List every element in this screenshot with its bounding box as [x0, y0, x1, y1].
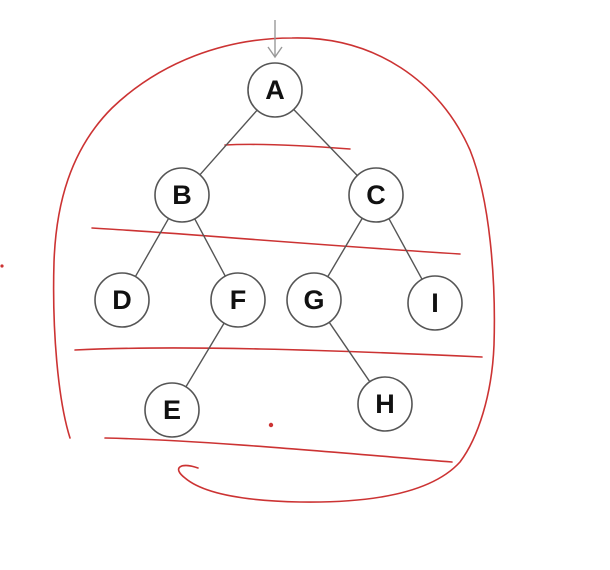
node-circle: [210, 272, 266, 328]
node-circle: [357, 376, 413, 432]
level-separator-4: [104, 437, 453, 463]
edge-b-d: [134, 218, 170, 277]
level-separator-1: [224, 143, 351, 150]
node-label: D: [112, 285, 132, 315]
tree-node-c: C: [348, 167, 404, 223]
tree-node-d: D: [94, 272, 150, 328]
tree-node-g: G: [286, 272, 342, 328]
node-label: G: [303, 285, 324, 315]
tree-edges: [134, 108, 423, 388]
node-label: F: [230, 285, 247, 315]
edge-g-h: [328, 321, 371, 383]
level-separator-3: [74, 347, 483, 358]
tree-node-a: A: [247, 62, 303, 118]
node-circle: [247, 62, 303, 118]
tree-node-b: B: [154, 167, 210, 223]
node-label: A: [265, 75, 285, 105]
ink-dot: [0, 264, 4, 268]
node-circle: [286, 272, 342, 328]
tree-nodes: A B C D F G I E H: [94, 62, 463, 438]
node-label: H: [375, 389, 395, 419]
outer-loop-annotation: [52, 37, 496, 503]
node-circle: [348, 167, 404, 223]
node-label: I: [431, 288, 439, 318]
entry-arrow: [267, 20, 283, 59]
entry-arrow-head: [267, 46, 283, 59]
edge-b-f: [194, 218, 226, 277]
edge-a-b: [199, 109, 258, 176]
edge-c-g: [327, 217, 363, 278]
node-label: B: [172, 180, 192, 210]
edge-a-c: [293, 108, 358, 177]
edge-c-i: [388, 218, 423, 280]
tree-node-i: I: [407, 275, 463, 331]
ink-annotations: [0, 37, 496, 503]
node-circle: [94, 272, 150, 328]
tree-node-f: F: [210, 272, 266, 328]
node-circle: [154, 167, 210, 223]
ink-dot: [268, 422, 274, 428]
tree-node-h: H: [357, 376, 413, 432]
node-label: E: [163, 395, 181, 425]
node-circle: [407, 275, 463, 331]
level-separator-2: [91, 227, 461, 255]
node-label: C: [366, 180, 386, 210]
node-circle: [144, 382, 200, 438]
tree-node-e: E: [144, 382, 200, 438]
edge-f-e: [185, 322, 225, 388]
